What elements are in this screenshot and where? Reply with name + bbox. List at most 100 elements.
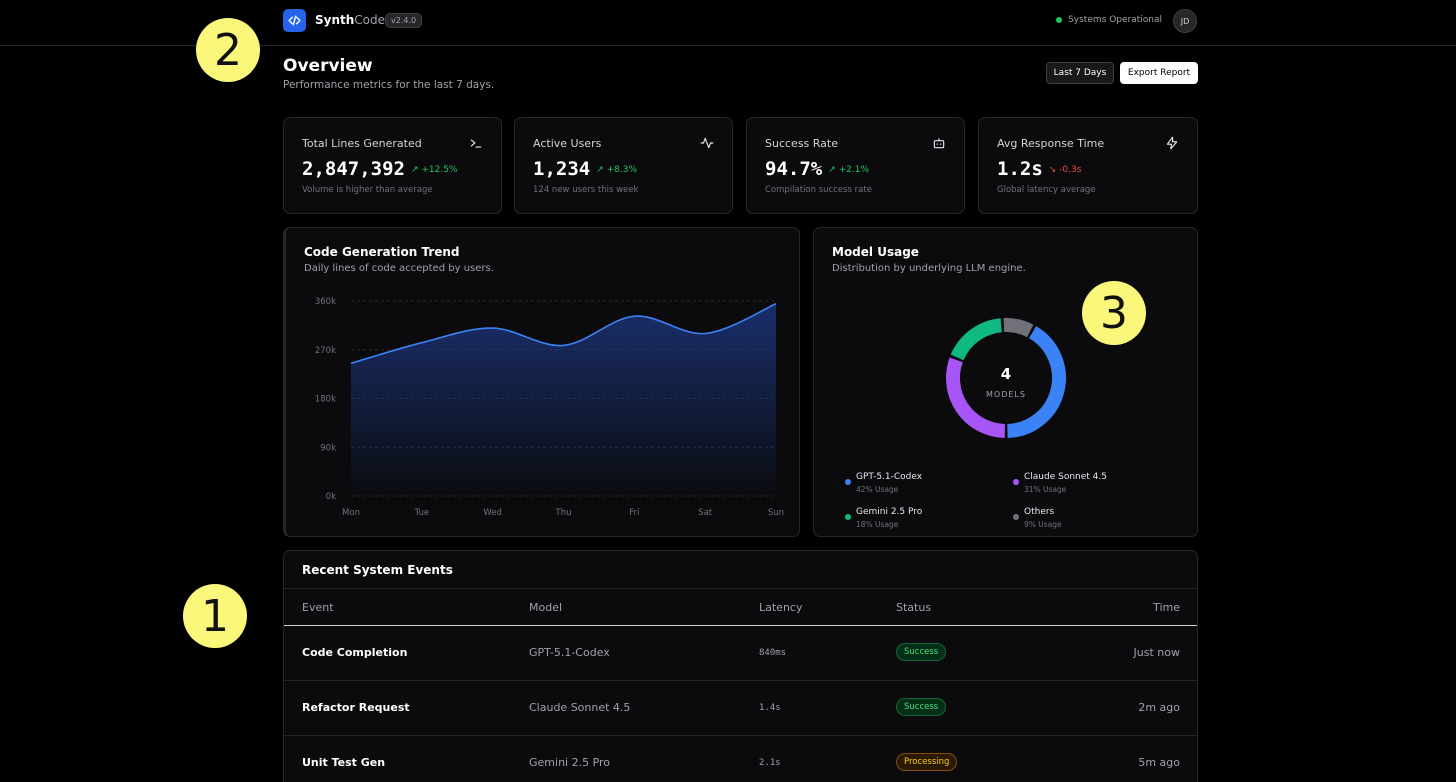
stat-value: 1,234 ↗ +8.3% [533,158,637,180]
table-row[interactable]: Code Completion GPT-5.1-Codex 840ms Succ… [284,626,1197,681]
status-badge: Success [896,698,947,716]
card-title: Code Generation Trend [304,245,460,259]
y-tick-label: 0k [326,492,336,502]
y-tick-label: 180k [315,395,336,405]
stat-change: ↗ +2.1% [828,165,870,175]
x-tick-label: Wed [483,508,502,518]
legend-name: Claude Sonnet 4.5 [1024,472,1107,482]
legend-dot-icon [1013,479,1019,485]
legend-usage: 42% Usage [856,485,899,494]
annotation-marker-2: 2 [196,18,260,82]
stat-value: 1.2s ↘ -0.3s [997,158,1081,180]
y-tick-label: 90k [320,443,336,453]
user-avatar[interactable]: JD [1173,9,1197,33]
status-badge: Processing [896,753,958,771]
event-time: Just now [1133,646,1180,659]
stat-value: 94.7% ↗ +2.1% [765,158,869,180]
model-usage-card: Model Usage Distribution by underlying L… [813,227,1198,537]
stat-description: Global latency average [997,185,1096,195]
card-subtitle: Distribution by underlying LLM engine. [832,263,1026,274]
date-range-button[interactable]: Last 7 Days [1046,62,1114,84]
card-title: Model Usage [832,245,919,259]
event-time: 5m ago [1138,756,1180,769]
series-line [350,302,777,365]
event-latency: 2.1s [759,758,781,768]
legend-usage: 18% Usage [856,520,899,529]
donut-slice-gemini-2-5-pro[interactable] [950,318,1003,361]
legend-item-others: Others 9% Usage [1013,507,1062,529]
legend-name: GPT-5.1-Codex [856,472,923,482]
legend-dot-icon [845,479,851,485]
annotation-marker-3: 3 [1082,281,1146,345]
trend-area-chart: 0k 90k 180k 270k 360k Mon Tue Wed Thu Fri Sat Sun [315,297,784,518]
x-tick-label: Thu [555,508,572,518]
code-icon [288,15,301,26]
donut-slice-claude-sonnet-4-5[interactable] [946,357,1006,438]
recent-events-card: Recent System Events Event Model Latency… [283,550,1198,782]
status-dot-icon [1056,17,1063,23]
status-badge: Success [896,643,947,661]
event-model: Claude Sonnet 4.5 [529,701,631,714]
logo[interactable] [283,9,306,32]
stat-description: Compilation success rate [765,185,872,195]
stat-description: 124 new users this week [533,185,639,195]
stat-card-active-users: Active Users 1,234 ↗ +8.3% 124 new users … [514,117,733,214]
brand-secondary: Code [354,13,386,27]
page-title: Overview [283,56,373,76]
x-tick-label: Fri [629,508,639,518]
donut-slice-others[interactable] [1003,318,1034,338]
stat-number: 2,847,392 [302,158,405,180]
stat-number: 1.2s [997,158,1043,180]
status-text: Systems Operational [1068,15,1162,25]
bot-icon [933,138,945,149]
column-header-latency[interactable]: Latency [759,601,803,614]
legend-dot-icon [1013,514,1019,520]
y-tick-label: 270k [315,346,336,356]
event-name: Code Completion [302,646,408,659]
stat-description: Volume is higher than average [302,185,433,195]
x-tick-label: Sun [768,508,784,518]
column-header-time[interactable]: Time [1153,601,1180,614]
table-title: Recent System Events [302,563,453,577]
export-report-button[interactable]: Export Report [1120,62,1198,84]
legend-name: Others [1024,507,1055,517]
table-header: Event Model Latency Status Time [284,588,1197,626]
stat-number: 1,234 [533,158,591,180]
brand-name: SynthCode [315,13,385,27]
event-name: Refactor Request [302,701,410,714]
version-badge: v2.4.0 [385,13,423,28]
legend-dot-icon [845,514,851,520]
column-header-event[interactable]: Event [302,601,334,614]
area-fill [351,303,776,496]
activity-icon [700,137,714,149]
legend-usage: 9% Usage [1024,520,1062,529]
event-model: GPT-5.1-Codex [529,646,610,659]
donut-slice-gpt-5-1-codex[interactable] [1007,326,1066,438]
stat-change: ↗ +8.3% [596,165,638,175]
event-model: Gemini 2.5 Pro [529,756,611,769]
table-row[interactable]: Unit Test Gen Gemini 2.5 Pro 2.1s Proces… [284,736,1197,782]
x-tick-label: Mon [342,508,360,518]
stat-change: ↗ +12.5% [410,165,458,175]
terminal-icon [470,139,482,148]
stat-number: 94.7% [765,158,823,180]
column-header-model[interactable]: Model [529,601,563,614]
table-row[interactable]: Refactor Request Claude Sonnet 4.5 1.4s … [284,681,1197,736]
stat-label: Active Users [533,137,602,150]
legend-usage: 31% Usage [1024,485,1067,494]
donut-center-value: 4 [1001,365,1011,383]
stat-value: 2,847,392 ↗ +12.5% [302,158,458,180]
legend-item-gpt: GPT-5.1-Codex 42% Usage [845,472,923,494]
x-tick-label: Sat [698,508,713,518]
donut-center-label: MODELS [986,390,1026,399]
zap-icon [1166,136,1178,150]
column-header-status[interactable]: Status [896,601,932,614]
model-donut-chart: 4 MODELS [946,318,1066,438]
event-time: 2m ago [1138,701,1180,714]
stat-card-success-rate: Success Rate 94.7% ↗ +2.1% Compilation su… [746,117,965,214]
stat-change: ↘ -0.3s [1048,165,1082,175]
stat-label: Success Rate [765,137,838,150]
card-subtitle: Daily lines of code accepted by users. [304,263,494,274]
stat-card-total-lines: Total Lines Generated 2,847,392 ↗ +12.5% … [283,117,502,214]
event-latency: 840ms [759,648,787,658]
